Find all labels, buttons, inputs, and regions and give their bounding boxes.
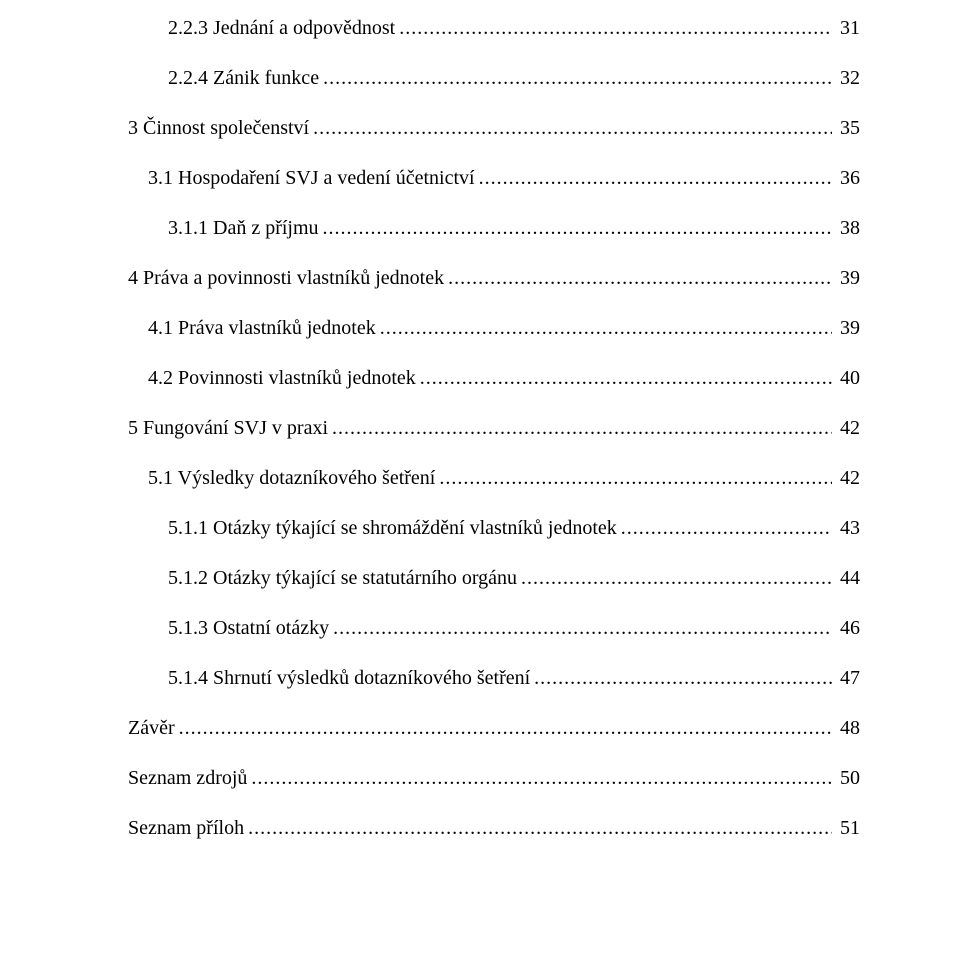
toc-leader-dots <box>479 166 832 190</box>
toc-entry-label: 4.1 Práva vlastníků jednotek <box>148 316 376 340</box>
toc-entry: 3.1.1 Daň z příjmu 38 <box>128 216 860 240</box>
toc-entry-label: 5.1.4 Shrnutí výsledků dotazníkového šet… <box>168 666 530 690</box>
toc-entry-page: 47 <box>836 666 860 690</box>
toc-entry-label: 3.1 Hospodaření SVJ a vedení účetnictví <box>148 166 475 190</box>
toc-entry: 5.1.1 Otázky týkající se shromáždění vla… <box>128 516 860 540</box>
toc-entry-label: 5.1.2 Otázky týkající se statutárního or… <box>168 566 517 590</box>
toc-leader-dots <box>251 766 832 790</box>
toc-entry: Závěr 48 <box>128 716 860 740</box>
toc-entry: 5.1 Výsledky dotazníkového šetření 42 <box>128 466 860 490</box>
toc-leader-dots <box>333 616 832 640</box>
toc-entry-page: 39 <box>836 266 860 290</box>
toc-leader-dots <box>323 216 832 240</box>
toc-leader-dots <box>448 266 832 290</box>
toc-entry-label: 4 Práva a povinnosti vlastníků jednotek <box>128 266 444 290</box>
toc-entry-label: Seznam zdrojů <box>128 766 247 790</box>
toc-entry-label: 4.2 Povinnosti vlastníků jednotek <box>148 366 416 390</box>
toc-leader-dots <box>534 666 832 690</box>
toc-entry-label: 2.2.4 Zánik funkce <box>168 66 319 90</box>
toc-leader-dots <box>420 366 832 390</box>
toc-entry-page: 40 <box>836 366 860 390</box>
toc-entry: Seznam zdrojů 50 <box>128 766 860 790</box>
toc-entry-page: 32 <box>836 66 860 90</box>
toc-entry: 3 Činnost společenství 35 <box>128 116 860 140</box>
toc-entry-page: 36 <box>836 166 860 190</box>
toc-entry-page: 42 <box>836 466 860 490</box>
toc-entry-page: 46 <box>836 616 860 640</box>
toc-entry: 2.2.4 Zánik funkce 32 <box>128 66 860 90</box>
toc-entry-page: 39 <box>836 316 860 340</box>
toc-entry: 5.1.4 Shrnutí výsledků dotazníkového šet… <box>128 666 860 690</box>
toc-entry: 4.1 Práva vlastníků jednotek 39 <box>128 316 860 340</box>
toc-entry: 2.2.3 Jednání a odpovědnost 31 <box>128 16 860 40</box>
toc-leader-dots <box>621 516 832 540</box>
toc-entry-label: 5.1.3 Ostatní otázky <box>168 616 329 640</box>
toc-entry: 5.1.2 Otázky týkající se statutárního or… <box>128 566 860 590</box>
toc-entry-label: 5.1.1 Otázky týkající se shromáždění vla… <box>168 516 617 540</box>
toc-leader-dots <box>399 16 832 40</box>
toc-leader-dots <box>313 116 832 140</box>
toc-entry: 5 Fungování SVJ v praxi 42 <box>128 416 860 440</box>
toc-entry-page: 50 <box>836 766 860 790</box>
toc-entry-label: 5.1 Výsledky dotazníkového šetření <box>148 466 435 490</box>
toc-entry-page: 42 <box>836 416 860 440</box>
toc-leader-dots <box>248 816 832 840</box>
toc-entry: 5.1.3 Ostatní otázky 46 <box>128 616 860 640</box>
toc-leader-dots <box>179 716 832 740</box>
toc-leader-dots <box>439 466 832 490</box>
toc-page: 2.2.3 Jednání a odpovědnost 31 2.2.4 Zánik… <box>0 0 960 973</box>
toc-entry-label: 2.2.3 Jednání a odpovědnost <box>168 16 395 40</box>
toc-entry-label: 3.1.1 Daň z příjmu <box>168 216 319 240</box>
toc-entry: 3.1 Hospodaření SVJ a vedení účetnictví 3… <box>128 166 860 190</box>
toc-entry: Seznam příloh 51 <box>128 816 860 840</box>
toc-entry-label: 5 Fungování SVJ v praxi <box>128 416 328 440</box>
toc-entry-page: 43 <box>836 516 860 540</box>
toc-entry-page: 38 <box>836 216 860 240</box>
toc-leader-dots <box>380 316 832 340</box>
toc-leader-dots <box>323 66 832 90</box>
toc-entry-page: 31 <box>836 16 860 40</box>
toc-entry-page: 51 <box>836 816 860 840</box>
toc-entry-page: 35 <box>836 116 860 140</box>
toc-entry-label: 3 Činnost společenství <box>128 116 309 140</box>
toc-entry-page: 48 <box>836 716 860 740</box>
toc-entry-label: Závěr <box>128 716 175 740</box>
toc-leader-dots <box>332 416 832 440</box>
toc-leader-dots <box>521 566 832 590</box>
toc-entry-label: Seznam příloh <box>128 816 244 840</box>
toc-entry: 4 Práva a povinnosti vlastníků jednotek 3… <box>128 266 860 290</box>
toc-entry-page: 44 <box>836 566 860 590</box>
toc-entry: 4.2 Povinnosti vlastníků jednotek 40 <box>128 366 860 390</box>
